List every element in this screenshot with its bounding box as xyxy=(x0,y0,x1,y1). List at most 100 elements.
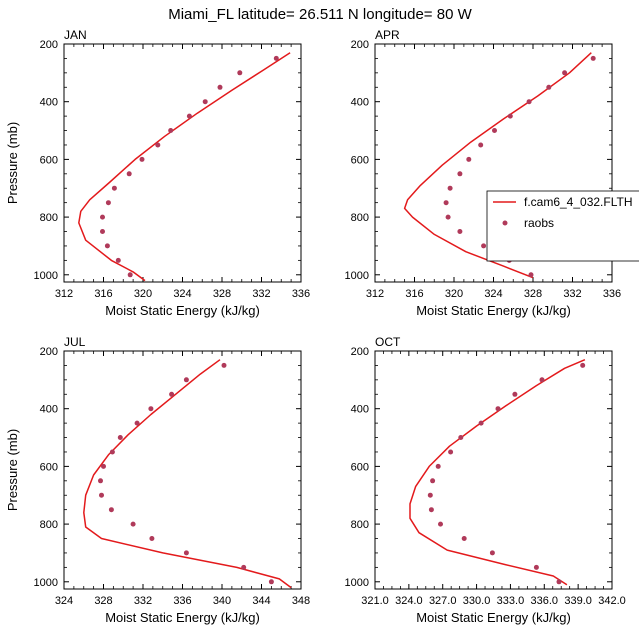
y-tick-label: 800 xyxy=(351,519,369,531)
obs-point xyxy=(98,478,103,484)
x-tick-label: 312 xyxy=(55,288,73,300)
legend-model-label: f.cam6_4_032.FLTH xyxy=(524,195,633,209)
y-tick-label: 400 xyxy=(40,97,58,109)
panel-apr: APR 312 316 320 324 328 332 336 200 400 600 800 1000… xyxy=(345,28,622,318)
obs-point xyxy=(445,214,451,220)
y-tick-label: 1000 xyxy=(34,270,58,282)
obs-point xyxy=(186,113,192,119)
panel-title: APR xyxy=(375,28,400,42)
obs-point xyxy=(447,185,453,191)
obs-point xyxy=(115,257,121,263)
panel-jul: JUL 324 328 332 336 340 344 348 200 400 600 800 1000… xyxy=(5,335,310,625)
plot-frame xyxy=(63,350,302,590)
obs-point xyxy=(111,185,117,191)
obs-point xyxy=(528,272,534,278)
obs-point xyxy=(492,128,497,133)
x-tick-label: 316 xyxy=(405,288,423,300)
x-tick-label: 320 xyxy=(134,288,152,300)
obs-point xyxy=(512,391,518,397)
obs-point xyxy=(580,362,586,368)
obs-point xyxy=(489,550,495,556)
y-tick-label: 400 xyxy=(351,404,369,416)
x-tick-label: 336 xyxy=(292,288,310,300)
obs-point xyxy=(101,463,106,469)
x-tick-label: 340 xyxy=(213,595,231,607)
obs-point xyxy=(273,55,279,61)
obs-point xyxy=(100,229,105,234)
obs-point xyxy=(430,478,436,484)
x-tick-label: 320 xyxy=(445,288,463,300)
obs-point xyxy=(202,99,208,105)
legend-obs-label: raobs xyxy=(524,216,554,230)
obs-point xyxy=(105,200,111,206)
x-tick-label: 324.0 xyxy=(395,595,423,607)
x-tick-label: 312 xyxy=(366,288,384,300)
obs-point xyxy=(458,435,464,440)
panel-title: JAN xyxy=(64,28,87,42)
obs-point xyxy=(526,99,532,105)
x-tick-label: 339.0 xyxy=(564,595,592,607)
obs-point xyxy=(427,492,433,498)
obs-point xyxy=(562,70,568,76)
y-tick-label: 400 xyxy=(351,97,369,109)
obs-point xyxy=(461,536,467,541)
x-tick-label: 336 xyxy=(603,288,621,300)
obs-point xyxy=(241,564,247,570)
y-tick-label: 1000 xyxy=(345,270,369,282)
obs-point xyxy=(435,463,441,469)
obs-point xyxy=(117,435,123,440)
obs-point xyxy=(448,449,454,455)
obs-point xyxy=(438,521,443,527)
x-tick-label: 336 xyxy=(173,595,191,607)
x-tick-label: 324 xyxy=(484,288,502,300)
x-tick-label: 336.0 xyxy=(531,595,559,607)
x-axis-label: Moist Static Energy (kJ/kg) xyxy=(105,303,260,318)
x-tick-label: 333.0 xyxy=(497,595,525,607)
y-tick-label: 800 xyxy=(40,212,58,224)
model-series-line xyxy=(83,359,292,589)
obs-point xyxy=(100,214,105,220)
obs-point xyxy=(478,142,484,148)
x-tick-label: 321.0 xyxy=(361,595,389,607)
obs-point xyxy=(237,70,243,76)
panel-oct: OCT 321.0 324.0 327.0 330.0 333.0 336.0 339.0 34… xyxy=(345,335,626,625)
obs-point xyxy=(155,142,161,148)
obs-point xyxy=(466,156,472,162)
obs-point xyxy=(183,550,189,556)
y-tick-label: 800 xyxy=(351,212,369,224)
obs-point xyxy=(478,420,484,426)
x-axis-label: Moist Static Energy (kJ/kg) xyxy=(416,303,571,318)
figure-title: Miami_FL latitude= 26.511 N longitude= 8… xyxy=(168,6,472,23)
x-tick-label: 324 xyxy=(55,595,73,607)
obs-point xyxy=(139,156,145,162)
obs-point xyxy=(268,579,274,585)
y-tick-label: 200 xyxy=(351,39,369,51)
obs-point xyxy=(539,377,545,383)
obs-point xyxy=(221,362,227,368)
obs-point xyxy=(428,507,434,513)
obs-point xyxy=(149,536,155,541)
y-tick-label: 800 xyxy=(40,519,58,531)
y-tick-label: 200 xyxy=(40,346,58,358)
x-tick-label: 324 xyxy=(173,288,191,300)
y-tick-label: 200 xyxy=(351,346,369,358)
y-tick-label: 1000 xyxy=(34,577,58,589)
obs-point xyxy=(104,243,110,249)
obs-point xyxy=(507,113,513,119)
panel-jan: JAN 312 316 320 324 328 332 336 200 400 600 800 1000… xyxy=(5,28,310,318)
model-series-line xyxy=(403,52,592,279)
obs-point xyxy=(99,492,104,498)
model-series-line xyxy=(78,52,291,282)
obs-point xyxy=(481,243,487,249)
panels: JAN 312 316 320 324 328 332 336 200 400 600 800 1000… xyxy=(5,28,626,625)
panel-title: OCT xyxy=(375,335,401,349)
obs-point xyxy=(108,507,114,513)
obs-point xyxy=(217,84,223,90)
y-tick-label: 400 xyxy=(40,404,58,416)
y-tick-label: 600 xyxy=(40,154,58,166)
x-tick-label: 332 xyxy=(134,595,152,607)
x-tick-label: 332 xyxy=(563,288,581,300)
x-tick-label: 328 xyxy=(524,288,542,300)
x-tick-label: 316 xyxy=(94,288,112,300)
